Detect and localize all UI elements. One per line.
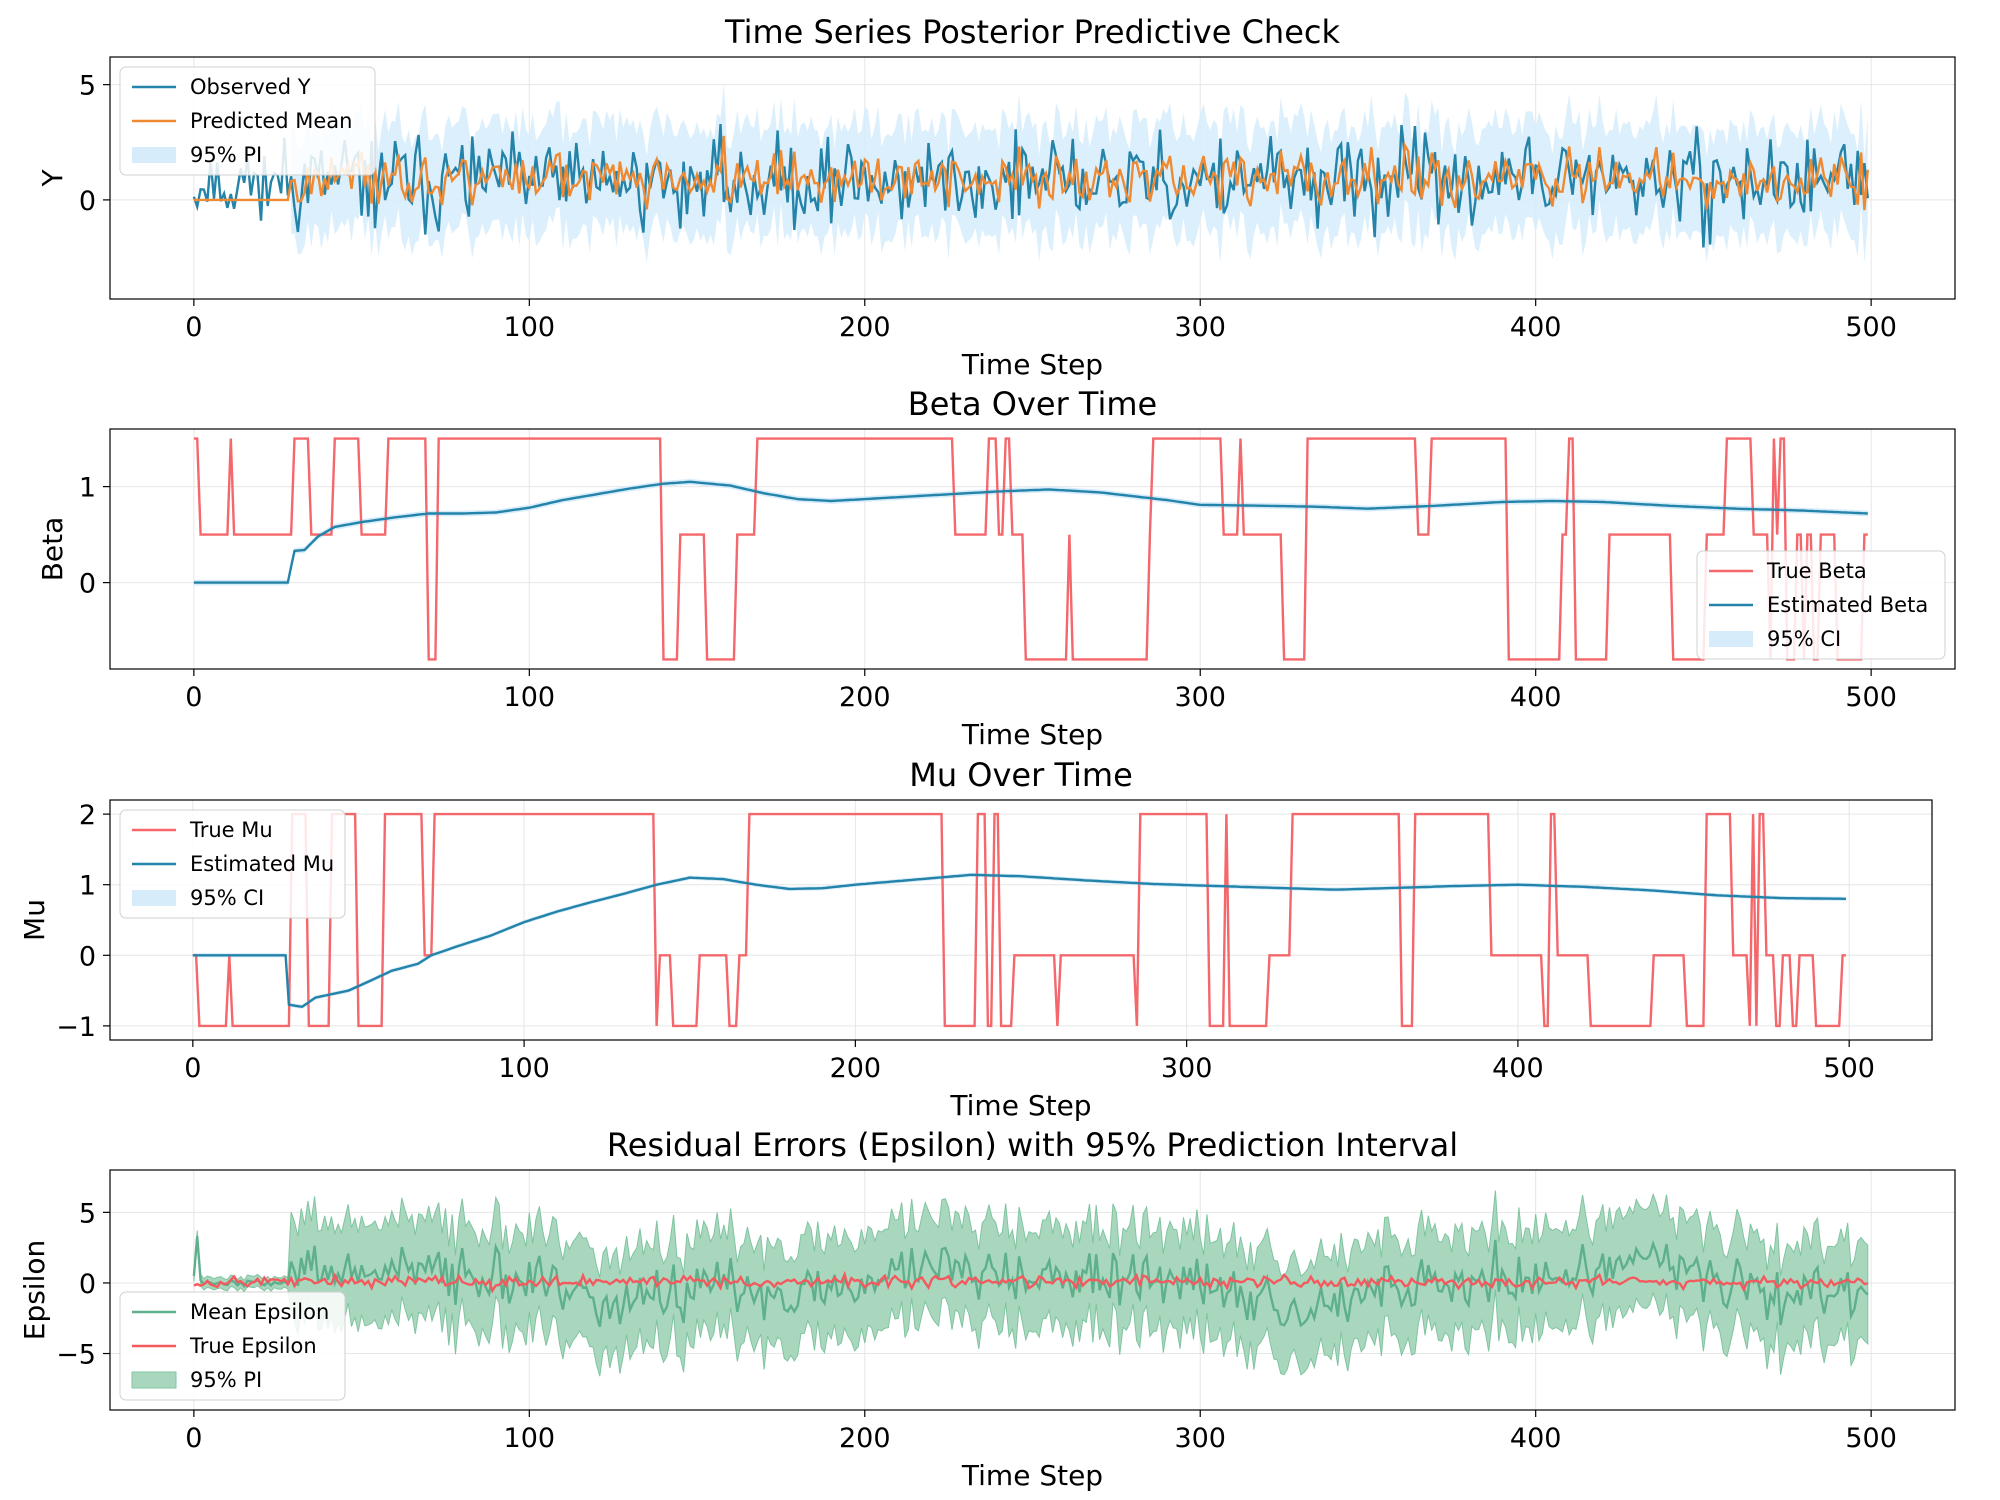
chart-title: Time Series Posterior Predictive Check (724, 13, 1340, 51)
legend-label: 95% CI (1767, 627, 1841, 651)
axes-frame (109, 1169, 1956, 1411)
y-tick-label: 0 (79, 941, 96, 972)
legend-label: True Beta (1766, 559, 1867, 583)
legend-label: Estimated Beta (1767, 593, 1928, 617)
x-axis-label: Time Step (961, 348, 1103, 381)
y-tick-label: −5 (56, 1340, 96, 1371)
y-tick-label: 5 (79, 1198, 96, 1229)
y-tick-label: 0 (79, 1269, 96, 1300)
x-tick-label: 100 (504, 1423, 556, 1454)
y-tick-label: −1 (56, 1012, 96, 1043)
confidence-interval-band (193, 478, 1868, 586)
y-tick-label: 2 (79, 800, 96, 831)
y-axis-label: Epsilon (18, 1240, 51, 1341)
x-tick-label: 200 (839, 1423, 891, 1454)
x-tick-label: 200 (830, 1053, 882, 1084)
estimated-beta-line (193, 480, 1868, 584)
y-tick-label: 1 (79, 871, 96, 902)
legend-label: Estimated Mu (190, 852, 334, 876)
y-tick-label: 0 (79, 569, 96, 600)
panel-1: 0 100 200 300 400 500 0 5 Time Series Posterior … (36, 13, 1956, 381)
chart-title: Beta Over Time (908, 385, 1157, 423)
legend: Observed Y Predicted Mean 95% PI (119, 66, 376, 176)
legend-swatch (131, 1371, 177, 1389)
x-tick-label: 400 (1510, 682, 1562, 713)
panel-2: 0 100 200 300 400 500 0 1 Beta Over Time Time Ste… (36, 385, 1956, 751)
x-tick-label: 300 (1174, 1423, 1226, 1454)
x-tick-label: 400 (1510, 312, 1562, 343)
x-tick-label: 0 (185, 682, 202, 713)
x-tick-label: 300 (1174, 682, 1226, 713)
observed-y-line (192, 124, 1869, 248)
plot-area (192, 83, 1869, 264)
legend-swatch (1709, 631, 1753, 647)
x-axis-label: Time Step (961, 1459, 1103, 1492)
legend-label: 95% PI (190, 1368, 262, 1392)
y-tick-label: 5 (79, 71, 96, 102)
chart-title: Mu Over Time (909, 756, 1133, 794)
legend-label: True Epsilon (189, 1334, 317, 1358)
y-axis-label: Y (36, 169, 69, 188)
true-epsilon-line (193, 1270, 1869, 1294)
x-tick-label: 300 (1174, 312, 1226, 343)
legend-box (119, 66, 376, 176)
legend: Mean Epsilon True Epsilon 95% PI (119, 1291, 346, 1401)
x-tick-label: 400 (1492, 1053, 1544, 1084)
prediction-interval-band (291, 83, 1868, 264)
y-tick-label: 1 (79, 473, 96, 504)
confidence-interval-band (192, 872, 1846, 1009)
axes-frame (109, 799, 1933, 1041)
y-axis-label: Beta (36, 517, 69, 582)
prediction-interval-band (193, 1190, 1869, 1377)
x-tick-label: 100 (504, 312, 556, 343)
y-tick-label: 0 (79, 186, 96, 217)
legend-label: 95% CI (190, 886, 264, 910)
legend-label: Mean Epsilon (190, 1300, 329, 1324)
x-tick-label: 0 (185, 1423, 202, 1454)
x-axis-label: Time Step (961, 718, 1103, 751)
legend-swatch (132, 147, 176, 163)
legend-box (1696, 550, 1946, 660)
panel-3: 0 100 200 300 400 500 −1 0 1 2 Mu Over Time Time St… (18, 756, 1933, 1122)
true-beta-line (193, 437, 1868, 661)
x-tick-label: 500 (1823, 1053, 1875, 1084)
predicted-mean-line (193, 135, 1869, 211)
plot-area (192, 812, 1846, 1028)
x-tick-label: 400 (1510, 1423, 1562, 1454)
legend-label: Predicted Mean (190, 109, 352, 133)
x-tick-label: 100 (504, 682, 556, 713)
x-tick-label: 500 (1845, 312, 1897, 343)
legend-label: 95% PI (190, 143, 262, 167)
legend: True Mu Estimated Mu 95% CI (119, 809, 346, 919)
x-tick-label: 200 (839, 312, 891, 343)
x-tick-label: 300 (1161, 1053, 1213, 1084)
x-tick-label: 200 (839, 682, 891, 713)
plot-area (192, 1190, 1869, 1377)
x-tick-label: 0 (185, 312, 202, 343)
axes-frame (109, 56, 1956, 300)
y-axis-label: Mu (18, 899, 51, 941)
true-mu-line (192, 812, 1846, 1028)
legend-swatch (132, 890, 176, 906)
legend-box (119, 809, 346, 919)
axes-frame (109, 428, 1956, 670)
x-tick-label: 500 (1845, 1423, 1897, 1454)
x-tick-label: 100 (498, 1053, 550, 1084)
panel-4: 0 100 200 300 400 500 −5 0 5 Residual Errors (Eps… (18, 1126, 1956, 1492)
plot-area (193, 437, 1868, 661)
x-axis-label: Time Step (949, 1089, 1091, 1122)
legend-label: Observed Y (190, 75, 311, 99)
x-tick-label: 500 (1845, 682, 1897, 713)
x-tick-label: 0 (184, 1053, 201, 1084)
estimated-mu-line (192, 873, 1846, 1009)
legend-label: True Mu (189, 818, 273, 842)
legend: True Beta Estimated Beta 95% CI (1696, 550, 1946, 660)
chart-title: Residual Errors (Epsilon) with 95% Predi… (607, 1126, 1458, 1164)
